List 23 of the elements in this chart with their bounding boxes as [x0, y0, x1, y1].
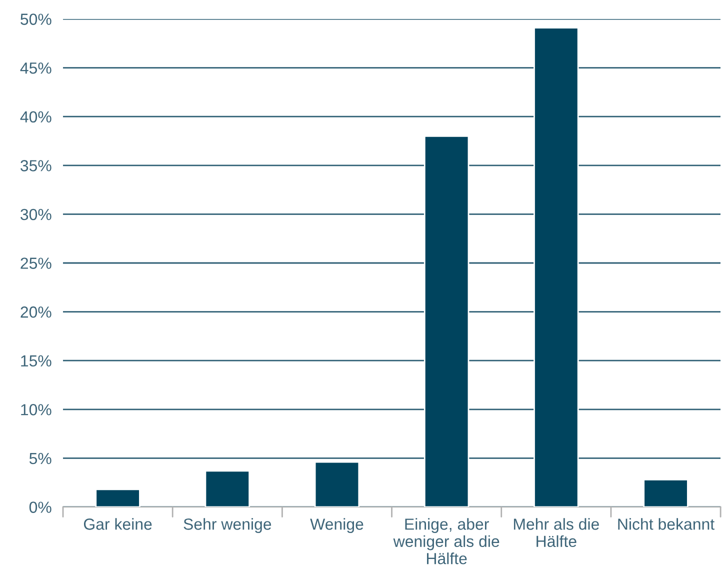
- bar: [95, 488, 140, 507]
- y-tick-label: 50%: [20, 14, 52, 25]
- y-tick-label: 0%: [29, 502, 52, 513]
- y-tick-label: 35%: [20, 160, 52, 172]
- y-tick-label: 5%: [29, 452, 52, 464]
- x-tick-label: Mehr als die Hälfte: [514, 518, 599, 548]
- y-tick-label: 45%: [20, 62, 52, 74]
- y-tick-label: 10%: [21, 404, 52, 416]
- x-tick-label: Nicht bekannt: [618, 518, 714, 530]
- y-tick-label: 40%: [20, 111, 52, 123]
- bar: [204, 470, 250, 507]
- bar: [643, 478, 688, 507]
- x-tick-label: Einige, aber weniger als die Hälfte: [393, 518, 500, 564]
- y-tick-label: 30%: [20, 208, 52, 220]
- bar: [314, 461, 360, 507]
- x-tick-label: Wenige: [310, 518, 364, 533]
- y-tick-label: 25%: [20, 258, 52, 269]
- bar: [424, 135, 470, 507]
- y-tick-label: 15%: [21, 355, 52, 367]
- bar: [534, 27, 579, 507]
- x-tick-label: Gar keine: [84, 518, 152, 530]
- y-tick-label: 20%: [20, 306, 52, 318]
- x-tick-label: Sehr wenige: [184, 518, 272, 533]
